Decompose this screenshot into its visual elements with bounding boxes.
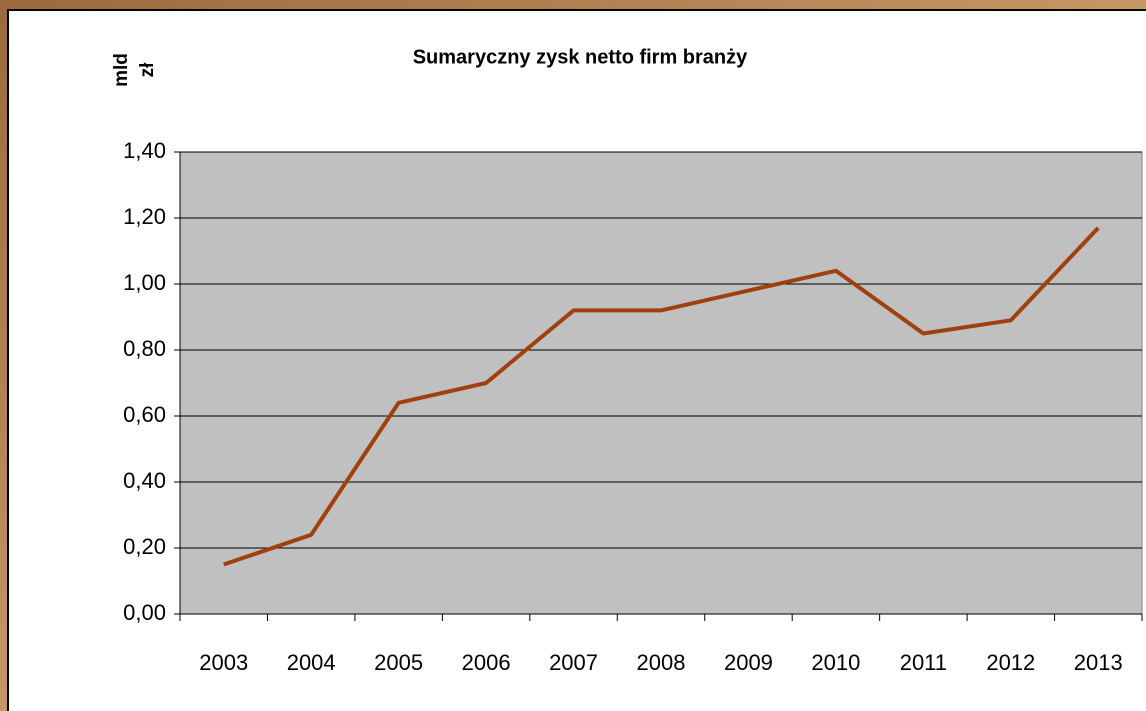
x-tick-label: 2010 xyxy=(811,650,860,675)
x-tick-label: 2012 xyxy=(986,650,1035,675)
y-tick-label: 0,00 xyxy=(123,600,166,625)
y-tick-label: 1,00 xyxy=(123,270,166,295)
y-tick-label: 0,80 xyxy=(123,336,166,361)
x-tick-label: 2003 xyxy=(199,650,248,675)
x-tick-label: 2006 xyxy=(462,650,511,675)
x-tick-label: 2007 xyxy=(549,650,598,675)
x-tick-label: 2009 xyxy=(724,650,773,675)
y-axis-label: mld xyxy=(111,53,132,87)
y-tick-label: 0,60 xyxy=(123,402,166,427)
chart-title: Sumaryczny zysk netto firm branży xyxy=(413,46,748,68)
x-tick-label: 2013 xyxy=(1074,650,1123,675)
x-tick-label: 2004 xyxy=(287,650,336,675)
y-tick-label: 0,20 xyxy=(123,534,166,559)
x-tick-label: 2011 xyxy=(900,650,947,675)
y-axis-label: zł xyxy=(137,62,158,78)
y-tick-label: 1,20 xyxy=(123,204,166,229)
y-tick-label: 0,40 xyxy=(123,468,166,493)
x-tick-label: 2008 xyxy=(637,650,686,675)
plot-area xyxy=(179,151,1143,615)
y-tick-label: 1,40 xyxy=(123,138,166,163)
x-tick-label: 2005 xyxy=(374,650,423,675)
data-line xyxy=(223,226,1100,567)
